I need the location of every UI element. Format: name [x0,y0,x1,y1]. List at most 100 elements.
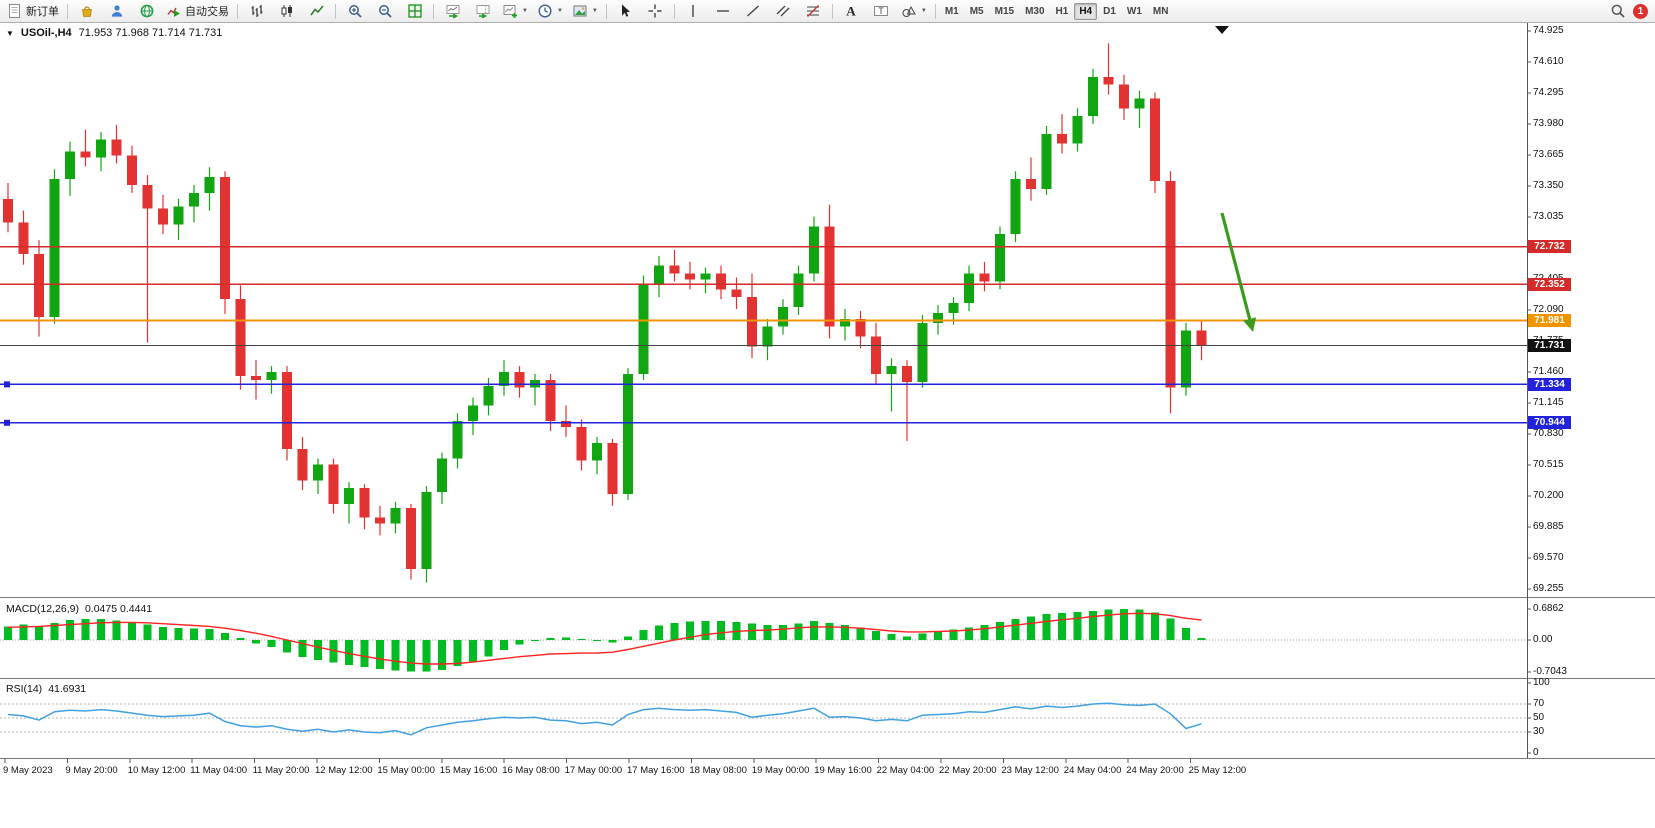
time-label: 9 May 20:00 [65,765,118,776]
time-axis[interactable]: 9 May 2023 9 May 20:00 10 May 12:00 11 May … [0,763,1655,779]
macd-histogram-bar [345,640,353,665]
templates-button[interactable]: ▼ [568,1,602,22]
down-trend-arrow[interactable] [1220,212,1257,332]
macd-histogram-bar [221,632,229,640]
time-label: 15 May 00:00 [377,765,435,776]
svg-text:A: A [847,4,857,19]
candle-body [653,265,665,284]
macd-histogram-bar [66,620,74,640]
timeframe-h1[interactable]: H1 [1055,5,1069,17]
macd-histogram-bar [779,625,787,640]
cursor-button[interactable] [611,1,640,22]
one-click-trading-toggle[interactable]: ▼ [6,28,14,38]
candle-body [715,273,727,290]
market-button[interactable] [72,1,101,22]
timeframe-m30[interactable]: M30 [1025,5,1045,17]
macd-histogram-bar [236,638,245,640]
candle-body [1134,98,1145,109]
price-tick: 70.515 [1533,459,1564,470]
price-tick: 73.665 [1533,149,1564,160]
macd-histogram-bar [593,640,601,641]
search-icon [1611,4,1625,18]
macd-histogram-bar [1166,618,1175,640]
candle-body [886,366,897,374]
notification-badge[interactable]: 1 [1633,3,1648,19]
channel-tool-button[interactable] [769,1,798,22]
timeframe-w1[interactable]: W1 [1126,5,1142,17]
trendline-tool-button[interactable] [739,1,768,22]
crosshair-button[interactable] [641,1,670,22]
macd-histogram-bar [298,640,307,658]
web-button[interactable] [132,1,161,22]
time-label: 11 May 04:00 [190,765,248,776]
line-chart-button[interactable] [302,1,331,22]
timeframe-m1[interactable]: M1 [944,5,959,17]
macd-histogram-bar [841,625,849,640]
macd-histogram-bar [422,640,431,672]
line-chart-icon [309,5,324,16]
macd-histogram-bar [701,621,710,640]
price-tick: 71.460 [1533,366,1564,377]
time-label: 11 May 20:00 [252,765,310,776]
fibonacci-icon [807,5,820,17]
time-label: 22 May 20:00 [939,765,997,776]
timeframe-m15[interactable]: M15 [994,5,1015,17]
text-label-tool-button[interactable]: T [867,1,896,22]
macd-histogram-bar [1120,608,1128,640]
candle-body [33,253,45,317]
candle-body [870,336,882,374]
autotrading-button[interactable]: 自动交易 [162,1,233,22]
macd-histogram-bar [484,640,493,657]
new-chart-button[interactable]: ▼ [498,1,532,22]
timeframe-h4[interactable]: H4 [1074,2,1098,20]
timeframe-mn[interactable]: MN [1152,5,1169,17]
candle-body [808,226,820,274]
auto-scroll-icon [446,5,459,19]
price-axis[interactable]: 74.925 74.610 74.295 73.980 73.665 73.350 73.0… [1528,23,1655,828]
candle-body [111,139,122,156]
vertical-line-tool-button[interactable] [679,1,708,22]
bar-chart-button[interactable] [242,1,271,22]
macd-values: 0.0475 0.4441 [84,603,153,615]
periods-button[interactable]: ▼ [533,1,567,22]
time-label: 25 May 12:00 [1188,765,1247,776]
timeframe-m5[interactable]: M5 [969,5,984,17]
timeframe-d1[interactable]: D1 [1103,5,1116,17]
rsi-tick: 50 [1533,712,1545,723]
candle-body [855,318,866,337]
candle-body [777,307,789,327]
macd-histogram-bar [407,640,415,672]
candlestick-chart-button[interactable] [272,1,301,22]
support-1-handle[interactable] [4,381,10,388]
macd-histogram-bar [686,621,694,640]
horizontal-line-tool-button[interactable] [709,1,738,22]
new-order-button[interactable]: 新订单 [3,1,63,22]
price-tick: 73.035 [1533,211,1564,222]
macd-histogram-bar [655,625,663,640]
candle-body [157,208,169,225]
candle-body [948,303,959,313]
candle-body [80,151,91,158]
shapes-tool-button[interactable]: ▼ [897,1,931,22]
candle-body [901,366,913,382]
chevron-down-icon: ▼ [522,8,528,14]
object-anchor-marker[interactable] [1215,26,1229,34]
channel-icon [776,5,790,17]
search-button[interactable] [1603,1,1632,22]
macd-histogram-bar [856,627,865,640]
fibonacci-tool-button[interactable] [799,1,828,22]
zoom-out-button[interactable] [370,1,399,22]
macd-histogram-bar [283,640,291,653]
tile-windows-button[interactable] [400,1,429,22]
chart-canvas[interactable] [0,23,1655,828]
support-2-handle[interactable] [4,419,10,426]
macd-histogram-bar [980,625,989,640]
svg-text:T: T [879,6,885,16]
chart-shift-button[interactable] [468,1,497,22]
auto-scroll-button[interactable] [438,1,467,22]
candle-body [452,421,463,459]
zoom-in-button[interactable] [340,1,369,22]
community-button[interactable] [102,1,131,22]
price-tick: 74.610 [1533,56,1564,67]
text-tool-button[interactable]: A [837,1,866,22]
